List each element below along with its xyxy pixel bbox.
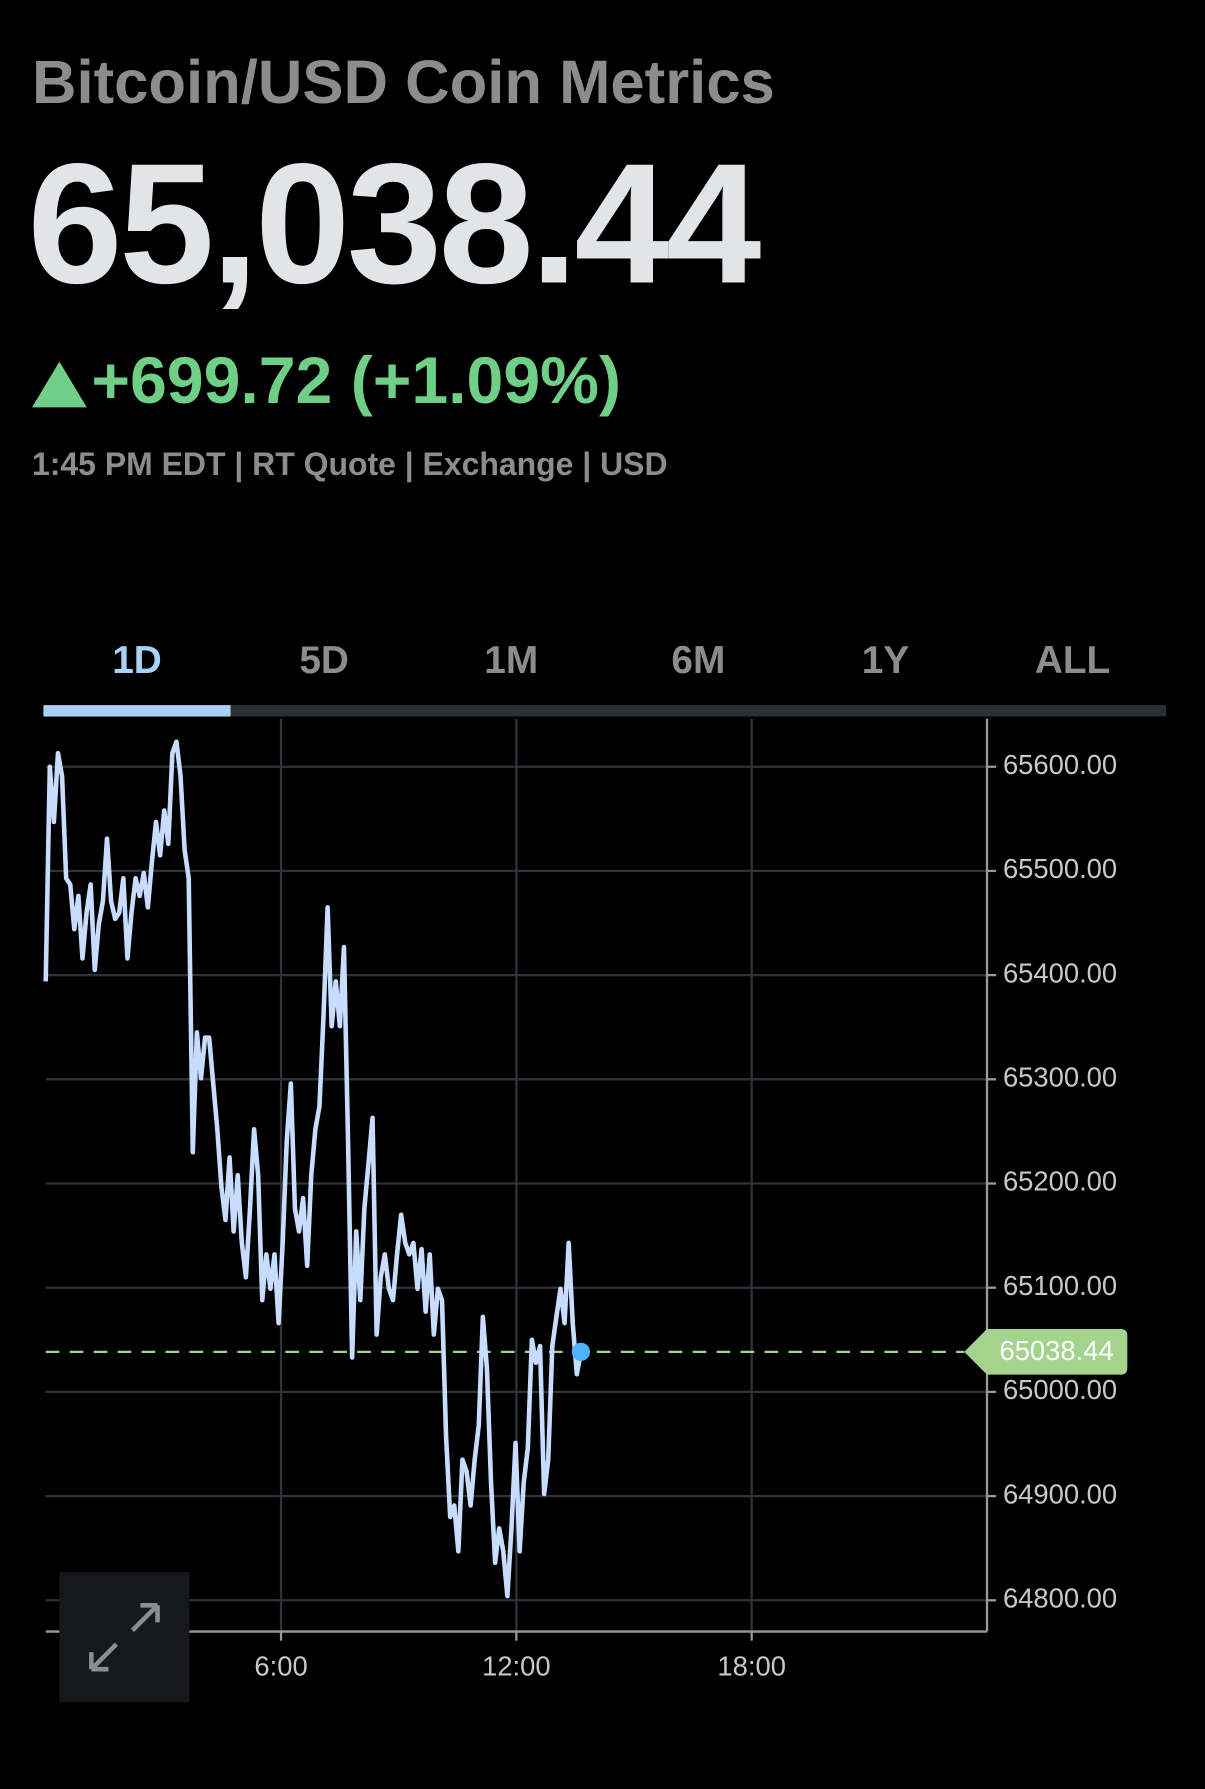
expand-bg[interactable] [59, 1572, 190, 1703]
tab-track [43, 705, 1167, 717]
title: Bitcoin/USD Coin Metrics [32, 48, 775, 117]
y-tick-label: 65000.00 [1003, 1374, 1117, 1405]
chart: 64800.00 64900.00 65000.00 65100.00 65200.00… [43, 718, 1128, 1681]
price: 65,038.44 [27, 129, 761, 320]
tab[interactable]: 5D [299, 639, 349, 682]
tab[interactable]: 1Y [862, 639, 910, 682]
y-tick-label: 65200.00 [1003, 1166, 1117, 1197]
price-line-series [43, 739, 584, 1599]
y-tick-label: 65300.00 [1003, 1062, 1117, 1093]
tab[interactable]: 1M [484, 639, 538, 682]
y-tick-label: 65500.00 [1003, 853, 1117, 884]
quote-meta: 1:45 PM EDT | RT Quote | Exchange | USD [32, 446, 668, 482]
expand-icon[interactable] [89, 1603, 160, 1672]
tab[interactable]: 1D [112, 639, 162, 682]
y-tick-label: 64800.00 [1003, 1583, 1117, 1614]
tab-indicator [43, 705, 231, 717]
x-tick-label: 18:00 [717, 1650, 786, 1681]
tab[interactable]: ALL [1035, 639, 1110, 682]
change: +699.72 (+1.09%) [91, 344, 621, 418]
tab-bar: 1D 5D 1M 6M 1Y ALL [43, 639, 1110, 717]
x-tick-label: 6:00 [254, 1650, 307, 1681]
price-tag [964, 1329, 1128, 1375]
up-arrow [32, 361, 87, 408]
y-tick-label: 65100.00 [1003, 1270, 1117, 1301]
price-tag-label: 65038.44 [1000, 1335, 1114, 1366]
last-point [571, 1342, 591, 1361]
y-tick-label: 64900.00 [1003, 1478, 1117, 1509]
x-tick-label: 12:00 [482, 1650, 551, 1681]
tab[interactable]: 6M [671, 639, 725, 682]
y-tick-label: 65400.00 [1003, 957, 1117, 988]
y-tick-label: 65600.00 [1003, 749, 1117, 780]
expand-button[interactable] [59, 1572, 190, 1703]
